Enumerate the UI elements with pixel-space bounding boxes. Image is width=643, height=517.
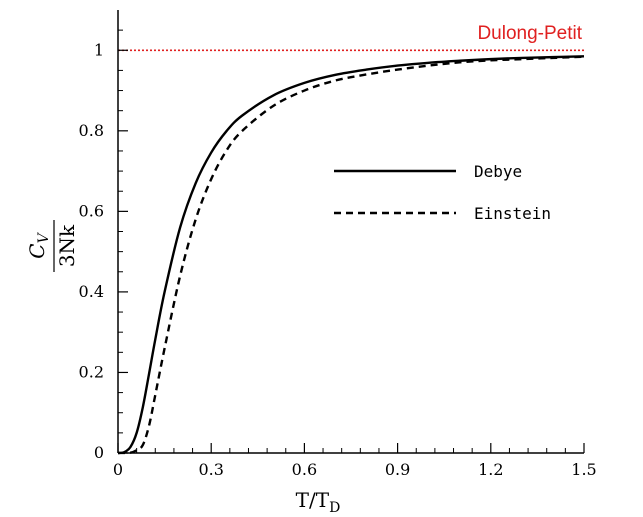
x-axis-label-subscript: D — [329, 500, 340, 516]
y-tick-label: 0.8 — [79, 121, 104, 140]
x-tick-label: 1.5 — [571, 460, 596, 479]
y-tick-label: 0.2 — [79, 362, 104, 381]
dulong-petit-label: Dulong-Petit — [477, 23, 582, 44]
y-tick-label: 0.4 — [79, 282, 104, 301]
x-tick-label: 0 — [113, 460, 123, 479]
y-axis-label-numerator: CV — [25, 231, 52, 258]
debye-curve — [117, 55, 585, 455]
series-layer — [117, 55, 585, 455]
y-axis-label-numerator-main: C — [25, 243, 49, 258]
y-tick-label: 0.6 — [79, 201, 104, 220]
x-tick-label: 0.9 — [385, 460, 410, 479]
y-axis-label-numerator-subscript: V — [36, 231, 52, 243]
x-tick-label: 0.6 — [292, 460, 317, 479]
legend-label-einstein: Einstein — [474, 204, 551, 223]
x-tick-label: 0.3 — [198, 460, 223, 479]
y-tick-label: 0 — [94, 443, 104, 462]
y-axis-label: CV 3Nk — [25, 220, 79, 272]
y-axis-label-denominator: 3Nk — [55, 224, 79, 267]
legend-label-debye: Debye — [474, 162, 522, 181]
y-tick-label: 1 — [94, 40, 104, 59]
x-axis-label-main: T/T — [296, 488, 330, 512]
einstein-curve — [117, 55, 585, 455]
legend: Debye Einstein — [334, 162, 551, 223]
x-tick-label: 1.2 — [478, 460, 503, 479]
x-axis-label: T/TD — [296, 488, 341, 516]
axes-layer: 0 0.3 0.6 0.9 1.2 1.5 0 0.2 0.4 0.6 0.8 1 — [79, 10, 597, 479]
